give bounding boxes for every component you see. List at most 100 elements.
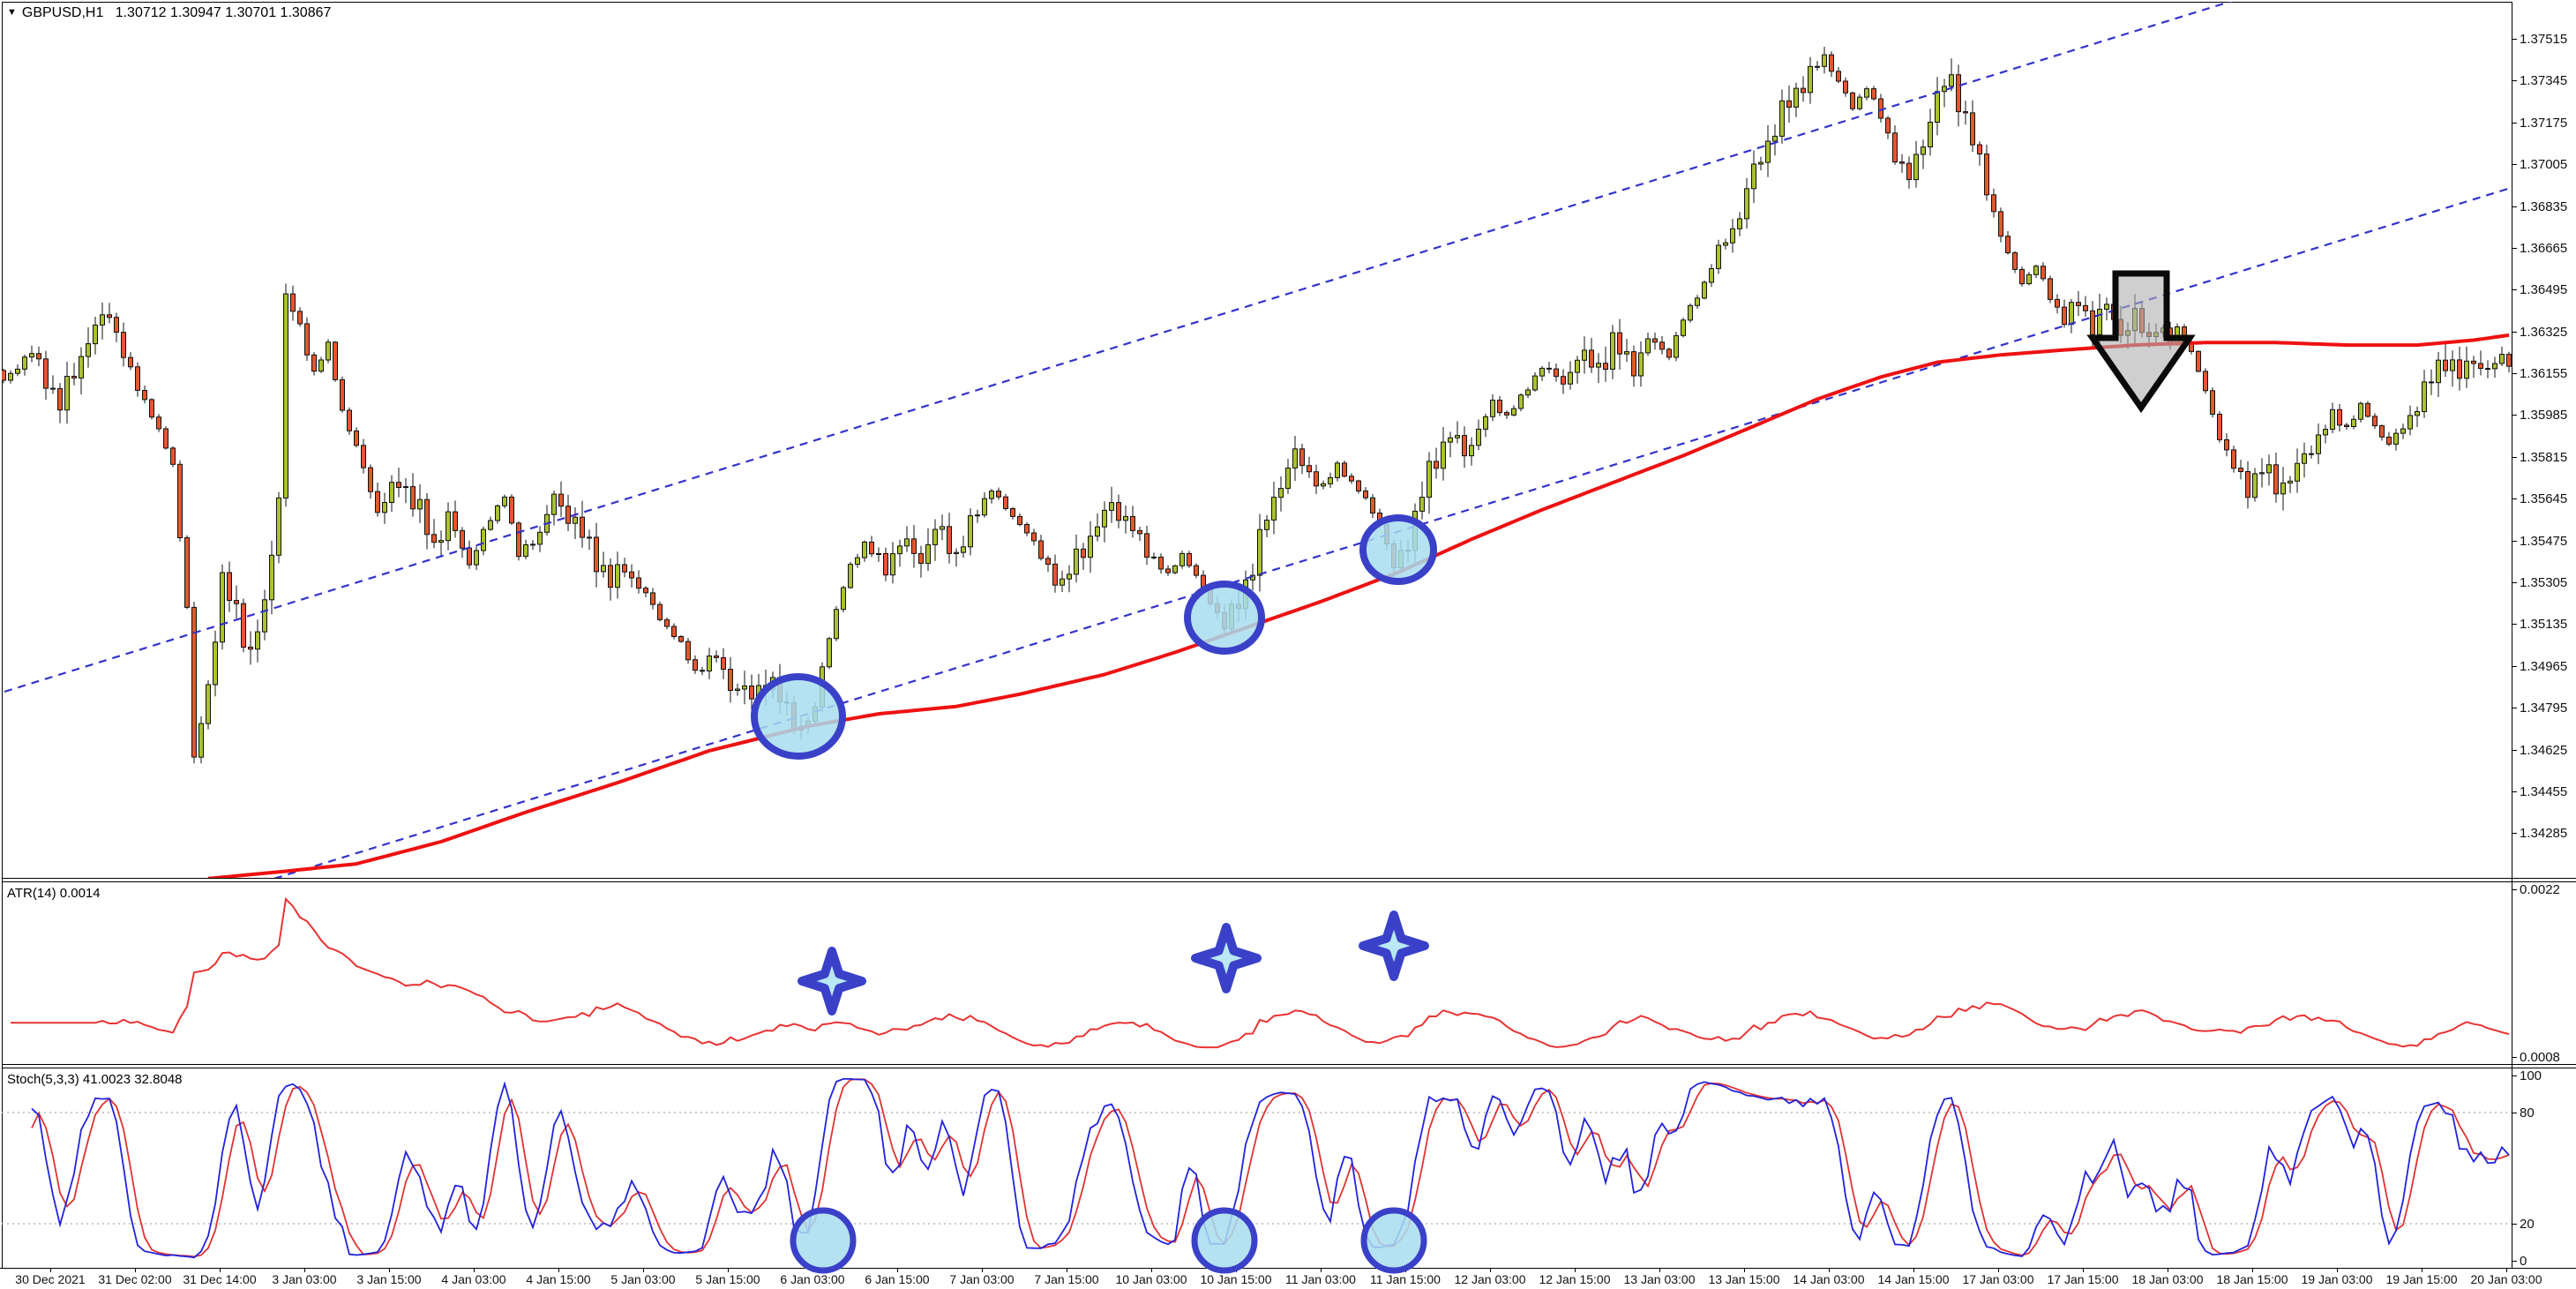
price-axis-tick [2512, 833, 2517, 834]
trendline-upper[interactable] [4, 2, 2234, 693]
chart-ohlc-values: 1.30712 1.30947 1.30701 1.30867 [115, 5, 332, 20]
candle-body [594, 536, 599, 573]
candle-body [1786, 100, 1792, 109]
candle-body [2499, 354, 2505, 364]
candle-body [1095, 526, 1100, 537]
price-axis-label: 1.35815 [2520, 450, 2568, 465]
candle-body [664, 618, 670, 627]
candle-body [2203, 371, 2208, 392]
atr-chart-canvas[interactable] [2, 882, 2512, 1064]
price-axis-label: 1.35475 [2520, 534, 2568, 549]
price-axis-tick [2512, 373, 2517, 374]
candle-body [2443, 359, 2448, 371]
atr-axis-label: 0.0022 [2520, 882, 2560, 897]
candle-body [1518, 394, 1524, 409]
candle-body [615, 564, 620, 588]
time-axis-label: 3 Jan 15:00 [356, 1272, 422, 1286]
candle-body [996, 491, 1001, 498]
pane-divider-1b[interactable] [2, 881, 2576, 882]
price-axis-label: 1.34625 [2520, 743, 2568, 758]
candle-body [163, 428, 168, 449]
candle-body [2429, 381, 2434, 384]
price-axis-label: 1.36325 [2520, 325, 2568, 340]
candle-body [2266, 464, 2272, 474]
chart-dropdown-icon[interactable]: ▼ [7, 7, 17, 18]
candle-body [1419, 497, 1425, 512]
candle-body [467, 547, 472, 566]
candle-body [2005, 236, 2011, 254]
candle-body [170, 447, 176, 465]
time-axis-tick [1829, 1268, 1830, 1272]
candle-body [1970, 112, 1975, 146]
candle-body [1864, 88, 1869, 98]
price-axis-tick [2512, 248, 2517, 249]
candle-body [1349, 476, 1354, 482]
candle-body [93, 324, 98, 345]
time-axis-tick [135, 1268, 136, 1272]
candle-body [1984, 154, 1989, 196]
price-chart-canvas[interactable] [2, 2, 2512, 878]
time-axis-label: 17 Jan 15:00 [2047, 1272, 2119, 1286]
candle-body [269, 554, 274, 601]
candle-body [198, 723, 204, 758]
candle-body [636, 577, 641, 589]
candle-body [191, 606, 197, 758]
moving-average-line[interactable] [207, 333, 2510, 878]
candle-body [15, 368, 20, 374]
price-axis-label: 1.36155 [2520, 366, 2568, 381]
candle-body [206, 684, 211, 724]
candle-body [2033, 266, 2039, 275]
candle-body [1285, 468, 1291, 490]
candle-body [2273, 464, 2279, 495]
candle-body [2048, 278, 2053, 300]
time-axis-label: 4 Jan 15:00 [526, 1272, 591, 1286]
candle-body [1709, 268, 1714, 283]
candle-body [1850, 92, 1855, 109]
candle-body [304, 323, 310, 356]
candle-body [50, 387, 56, 390]
candle-body [2372, 416, 2378, 427]
trendline-lower[interactable] [273, 186, 2512, 878]
chart-border-left [2, 2, 3, 1269]
time-axis-label: 12 Jan 15:00 [1539, 1272, 1611, 1286]
time-axis-label: 10 Jan 15:00 [1200, 1272, 1272, 1286]
time-axis-tick [50, 1268, 51, 1272]
candle-body [297, 311, 303, 325]
price-axis-tick [2512, 332, 2517, 333]
candle-body [2090, 310, 2095, 335]
candle-body [2252, 473, 2258, 498]
candle-body [791, 702, 797, 731]
candle-body [1229, 603, 1234, 630]
candle-body [1871, 88, 1876, 100]
candle-body [1666, 348, 1672, 358]
candle-body [1921, 146, 1926, 155]
candle-body [1490, 400, 1495, 417]
candle-body [1977, 144, 1982, 155]
candle-body [883, 553, 888, 576]
candle-body [650, 592, 655, 605]
price-axis-label: 1.35985 [2520, 408, 2568, 423]
stoch-indicator-label: Stoch(5,3,3) 41.0023 32.8048 [7, 1072, 183, 1087]
candle-body [735, 688, 740, 691]
candle-body [1885, 117, 1891, 134]
time-axis-label: 31 Dec 02:00 [98, 1272, 172, 1286]
candle-body [2175, 326, 2180, 344]
candle-body [2316, 434, 2321, 454]
time-axis-label: 13 Jan 03:00 [1623, 1272, 1696, 1286]
candle-body [234, 600, 239, 604]
candle-body [1187, 552, 1192, 566]
time-axis-label: 7 Jan 03:00 [949, 1272, 1015, 1286]
candle-body [1681, 319, 1686, 336]
price-axis-tick [2512, 80, 2517, 81]
candle-body [2365, 402, 2370, 417]
time-axis-label: 30 Dec 2021 [15, 1272, 86, 1286]
candle-body [1130, 515, 1135, 531]
stoch-values: 41.0023 32.8048 [82, 1072, 183, 1087]
price-axis-tick [2512, 582, 2517, 583]
candle-body [22, 356, 27, 370]
candle-body [2295, 462, 2300, 482]
price-axis-label: 1.37005 [2520, 157, 2568, 172]
time-axis-tick [643, 1268, 644, 1272]
stoch-chart-canvas[interactable] [2, 1068, 2512, 1268]
candle-body [2309, 453, 2314, 455]
